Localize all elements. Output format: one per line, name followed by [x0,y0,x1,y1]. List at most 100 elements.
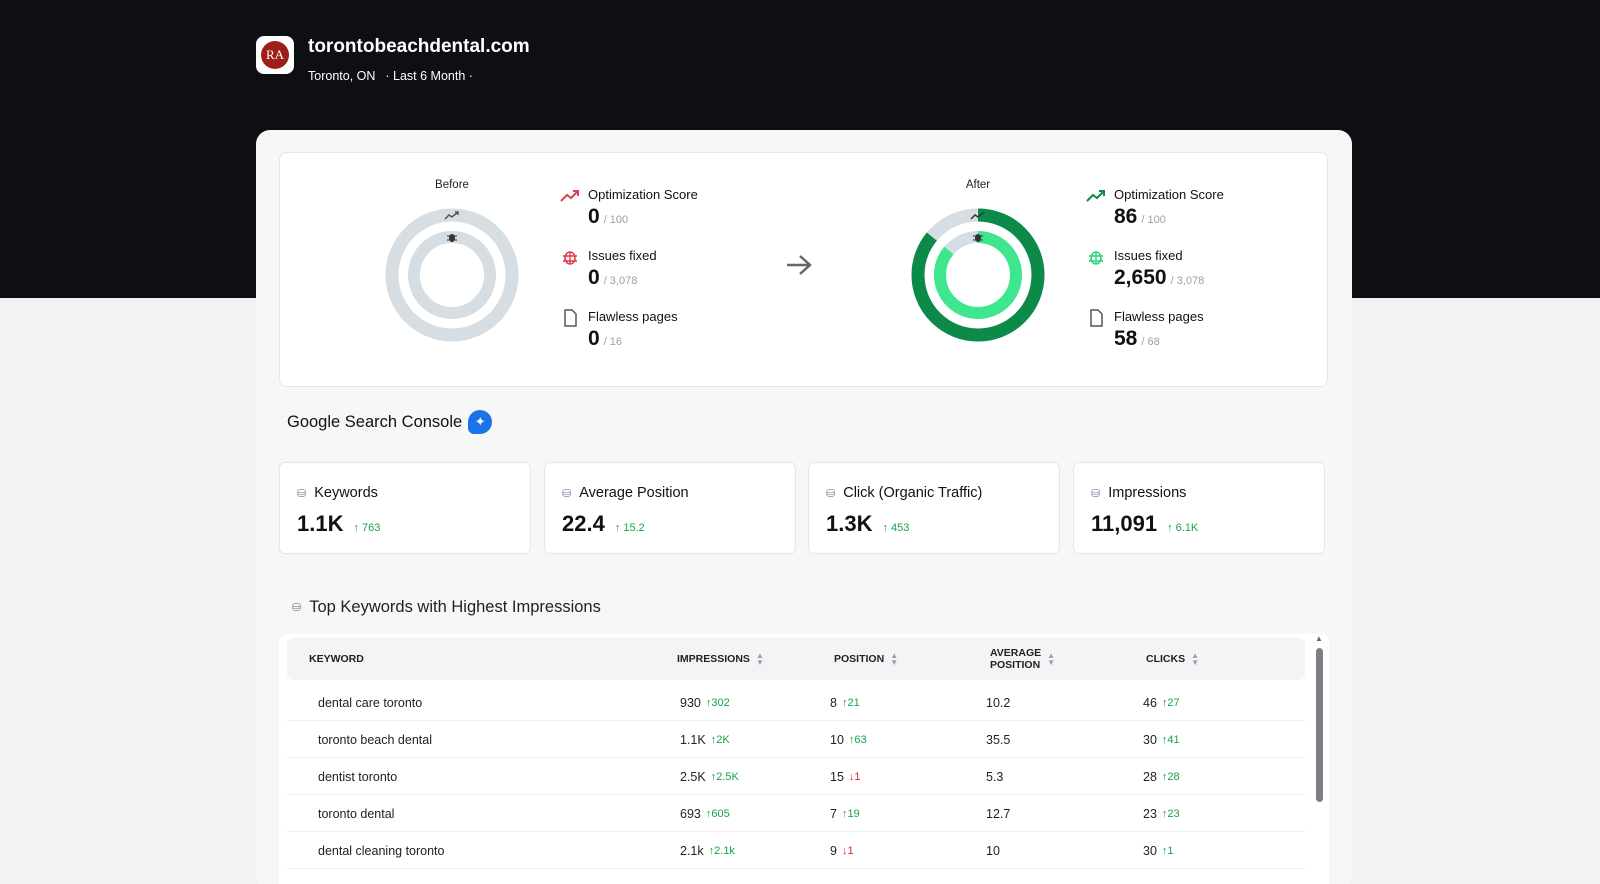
bug-icon [1086,248,1106,266]
metric-label: Flawless pages [1114,309,1204,324]
page-icon [560,309,580,327]
col-clicks[interactable]: CLICKS ▲ ▼ [1146,651,1200,667]
bug-icon [447,234,457,242]
metric-max: / 100 [1141,214,1166,226]
after-issues-fixed: Issues fixed 2,650/ 3,078 [1086,248,1224,309]
delta: ↑2K [710,733,730,746]
trend-up-icon [560,187,580,205]
arrow-up-icon: ↑ [1161,696,1168,709]
before-flawless-pages: Flawless pages 0/ 16 [560,309,698,370]
page-icon [1086,309,1106,327]
site-header: RA torontobeachdental.com Toronto, ON · … [256,36,530,83]
period-selector[interactable]: · Last 6 Month · [385,69,473,83]
metric-label: Optimization Score [588,187,698,202]
search-console-icon: ⛁ [826,487,836,500]
trend-icon [444,211,459,220]
cell-average-position: 10 [986,843,1000,858]
cell-keyword: dental care toronto [318,695,423,710]
after-label: After [965,179,991,191]
cell-clicks: 28 ↑28 [1143,769,1180,784]
before-after-panel: Before Optimization Score 0/ 100 [279,152,1328,387]
cell-position: 9 ↓1 [830,843,854,858]
site-domain: torontobeachdental.com [308,36,530,57]
col-position[interactable]: POSITION ▲ ▼ [834,651,899,667]
metric-max: / 16 [603,336,623,348]
kpi-label: Impressions [1108,485,1187,501]
delta: ↓1 [848,770,861,783]
arrow-up-icon: ↑ [882,522,888,534]
arrow-down-icon: ↓ [841,844,848,857]
delta: ↑28 [1161,770,1180,783]
metric-value: 2,650 [1114,266,1167,289]
before-donut-chart [385,208,519,342]
cell-clicks: 46 ↑27 [1143,695,1180,710]
cell-impressions: 2.1k ↑2.1k [680,843,735,858]
metric-value: 86 [1114,205,1138,228]
cell-average-position: 35.5 [986,732,1011,747]
bug-icon [973,234,983,242]
kpi-value: 22.4 [562,511,605,536]
delta: ↑1 [1161,844,1174,857]
arrow-up-icon: ↑ [841,696,848,709]
table-row[interactable]: dental care toronto 930 ↑302 8 ↑21 10.2 46 ↑27 [287,684,1305,721]
before-optimization-score: Optimization Score 0/ 100 [560,187,698,248]
ai-sparkle-icon[interactable]: ✦ [468,410,493,434]
metric-max: / 3,078 [603,275,638,287]
table-header: KEYWORD IMPRESSIONS ▲ ▼ POSITION ▲ ▼ AVERAGE… [287,638,1305,680]
bug-icon [560,248,580,266]
kpi-label: Click (Organic Traffic) [843,485,983,501]
delta: ↑19 [841,807,860,820]
before-metrics: Optimization Score 0/ 100 Issues fixed 0… [560,187,698,370]
sort-icon[interactable]: ▲ ▼ [1047,651,1056,667]
metric-label: Issues fixed [1114,248,1183,263]
cell-position: 7 ↑19 [830,806,860,821]
col-average-position[interactable]: AVERAGE POSITION ▲ ▼ [990,647,1056,671]
after-optimization-score: Optimization Score 86/ 100 [1086,187,1224,248]
cell-clicks: 30 ↑1 [1143,843,1174,858]
delta: ↓1 [841,844,854,857]
kpi-value: 11,091 [1091,511,1158,536]
search-console-icon: ⛁ [562,487,572,500]
arrow-up-icon: ↑ [1161,770,1168,783]
delta: ↑302 [705,696,730,709]
metric-label: Optimization Score [1114,187,1224,202]
cell-clicks: 23 ↑23 [1143,806,1180,821]
gsc-title-text: Google Search Console [287,412,463,431]
arrow-up-icon: ↑ [708,844,715,857]
cell-impressions: 1.1K ↑2K [680,732,730,747]
metric-label: Flawless pages [588,309,678,324]
trend-up-icon [1086,187,1106,205]
keywords-table: KEYWORD IMPRESSIONS ▲ ▼ POSITION ▲ ▼ AVERAGE… [279,634,1329,884]
arrow-up-icon: ↑ [710,770,717,783]
arrow-up-icon: ↑ [1167,522,1173,534]
kpi-keywords: ⛁ Keywords 1.1K ↑ 763 [279,462,531,554]
arrow-up-icon: ↑ [1161,807,1168,820]
arrow-up-icon: ↑ [841,807,848,820]
kpi-impressions: ⛁ Impressions 11,091 ↑ 6.1K [1073,462,1325,554]
cell-average-position: 12.7 [986,806,1011,821]
sort-icon[interactable]: ▲ ▼ [755,651,764,667]
sort-icon[interactable]: ▲ ▼ [1191,651,1200,667]
table-scrollbar[interactable]: ▲ [1314,634,1324,814]
kpi-clicks: ⛁ Click (Organic Traffic) 1.3K ↑ 453 [808,462,1060,554]
arrow-up-icon: ↑ [705,696,712,709]
scroll-thumb[interactable] [1316,648,1323,802]
arrow-up-icon: ↑ [1161,844,1168,857]
table-row[interactable]: toronto beach dental 1.1K ↑2K 10 ↑63 35.5 30 ↑4… [287,721,1305,758]
sort-icon[interactable]: ▲ ▼ [890,651,899,667]
cell-position: 8 ↑21 [830,695,860,710]
kpi-delta: ↑ 763 [353,522,381,534]
scroll-up-icon[interactable]: ▲ [1315,634,1323,643]
delta: ↑27 [1161,696,1180,709]
col-impressions[interactable]: IMPRESSIONS ▲ ▼ [677,651,764,667]
table-row[interactable]: toronto dental 693 ↑605 7 ↑19 12.7 23 ↑23 [287,795,1305,832]
kpi-label: Average Position [579,485,689,501]
arrow-up-icon: ↑ [353,522,359,534]
before-label: Before [435,179,469,191]
kpi-value: 1.1K [297,511,344,536]
table-row[interactable]: dental cleaning toronto 2.1k ↑2.1k 9 ↓1 10 30 ↑… [287,832,1305,869]
table-row[interactable]: dentist toronto 2.5K ↑2.5K 15 ↓1 5.3 28 ↑28 [287,758,1305,795]
metric-max: / 68 [1141,336,1160,348]
cell-keyword: dental cleaning toronto [318,843,445,858]
kpi-delta: ↑ 6.1K [1167,522,1199,534]
